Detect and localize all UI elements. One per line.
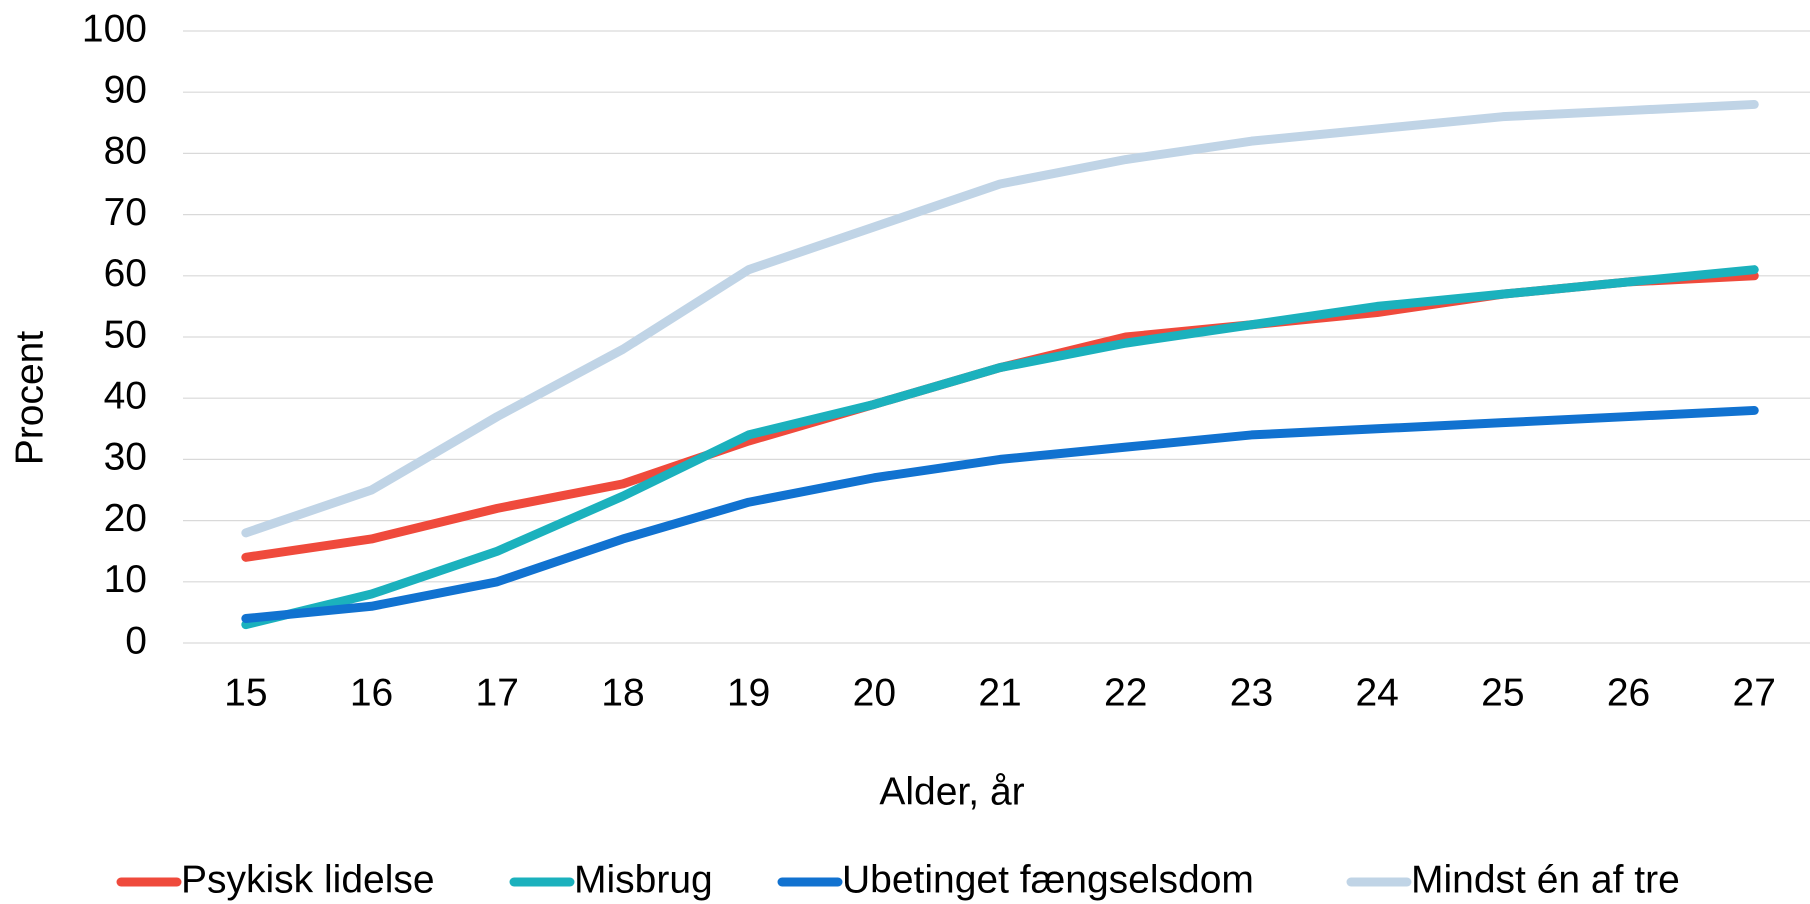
legend-label: Mindst én af tre [1411, 858, 1680, 901]
y-tick-label: 10 [104, 558, 147, 601]
y-tick-label: 20 [104, 497, 147, 540]
x-tick-label: 20 [853, 671, 896, 714]
x-tick-label: 25 [1481, 671, 1524, 714]
y-tick-label: 30 [104, 436, 147, 479]
y-tick-label: 50 [104, 313, 147, 356]
y-tick-label: 0 [125, 619, 147, 662]
y-tick-label: 60 [104, 252, 147, 295]
series-line [241, 265, 1759, 630]
x-tick-label: 17 [476, 671, 519, 714]
y-tick-label: 100 [82, 7, 147, 50]
x-tick-label: 24 [1355, 671, 1398, 714]
y-tick-label: 40 [104, 374, 147, 417]
legend-label: Psykisk lidelse [181, 858, 435, 901]
series-line [241, 271, 1759, 562]
x-tick-label: 23 [1230, 671, 1273, 714]
x-tick-label: 15 [224, 671, 267, 714]
series-line [241, 99, 1759, 538]
x-tick-label: 22 [1104, 671, 1147, 714]
y-tick-label: 80 [104, 130, 147, 173]
x-axis-title: Alder, år [879, 770, 1024, 813]
y-tick-label: 70 [104, 191, 147, 234]
legend-label: Misbrug [574, 858, 713, 901]
legend-label: Ubetinget fængselsdom [842, 858, 1254, 901]
y-tick-label: 90 [104, 68, 147, 111]
x-tick-label: 27 [1733, 671, 1776, 714]
x-tick-label: 18 [601, 671, 644, 714]
x-tick-label: 19 [727, 671, 770, 714]
x-tick-label: 21 [978, 671, 1021, 714]
y-axis-title: Procent [8, 331, 51, 466]
series-line [241, 405, 1759, 624]
x-tick-label: 26 [1607, 671, 1650, 714]
x-tick-label: 16 [350, 671, 393, 714]
